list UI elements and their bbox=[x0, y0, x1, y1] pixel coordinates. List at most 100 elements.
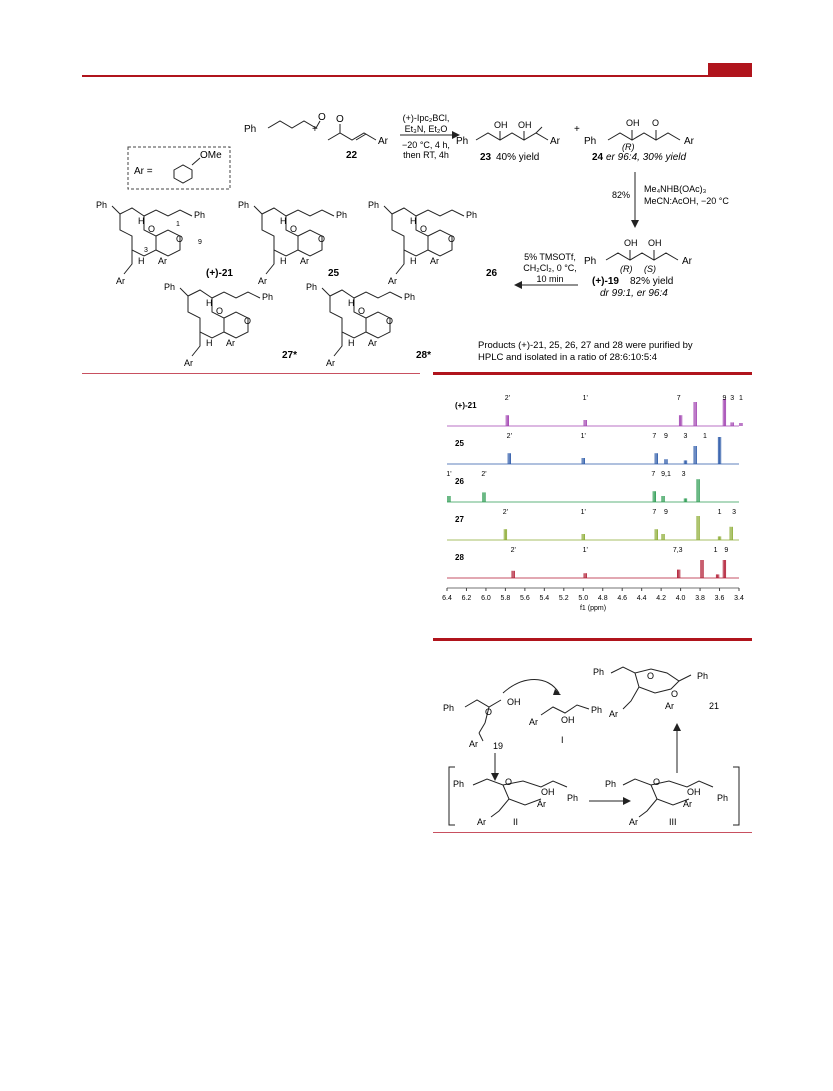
svg-text:O: O bbox=[653, 777, 660, 787]
svg-text:Ph: Ph bbox=[717, 793, 728, 803]
reagent-1-line-1: (+)-Ipc₂BCl, bbox=[403, 113, 450, 123]
svg-text:Ph: Ph bbox=[591, 705, 602, 715]
tricycle-text: H bbox=[206, 338, 213, 348]
tricycle-text: Ar bbox=[430, 256, 439, 266]
tricycle-text: O bbox=[148, 224, 155, 234]
nmr-peak-label: 2' bbox=[511, 547, 516, 554]
nmr-peak-label: 3 bbox=[682, 471, 686, 478]
tricycle-text: Ar bbox=[300, 256, 309, 266]
product-label-28: 28* bbox=[416, 350, 431, 361]
plus-1: + bbox=[312, 124, 318, 135]
tricycle-0 bbox=[111, 205, 193, 275]
nmr-tick-label: 4.0 bbox=[676, 595, 686, 602]
nmr-peak-label: 2' bbox=[507, 433, 512, 440]
svg-text:Ph: Ph bbox=[605, 779, 616, 789]
aldehyde-o: O bbox=[318, 112, 326, 123]
svg-text:Ar: Ar bbox=[629, 817, 638, 827]
enone-label: 22 bbox=[346, 150, 358, 161]
svg-text:OH: OH bbox=[626, 118, 640, 128]
svg-text:Ph: Ph bbox=[584, 256, 596, 267]
prod19-yield: 82% yield bbox=[630, 276, 673, 287]
tricycle-text: Ar bbox=[158, 256, 167, 266]
tricycle-text: Ar bbox=[226, 338, 235, 348]
tricycle-3 bbox=[179, 287, 261, 357]
tricycle-text: H bbox=[206, 298, 213, 308]
nmr-tick-label: 4.4 bbox=[637, 595, 647, 602]
tricycle-text: O bbox=[420, 224, 427, 234]
nmr-tick-label: 3.4 bbox=[734, 595, 744, 602]
reagent-2-line-2: MeCN:AcOH, −20 °C bbox=[644, 196, 729, 206]
tricycle-4 bbox=[321, 287, 403, 357]
mechanism-scheme: Ph O OH Ar 19 Ar OH Ph I Ph O O Ar Ph Ar… bbox=[443, 666, 740, 827]
nmr-tick-label: 5.4 bbox=[539, 595, 549, 602]
nmr-peak-label: 3 bbox=[684, 433, 688, 440]
nmr-tick-label: 4.6 bbox=[617, 595, 627, 602]
svg-text:OH: OH bbox=[494, 120, 508, 130]
tricycle-text: H bbox=[280, 216, 287, 226]
tricycle-text: Ar bbox=[184, 358, 193, 368]
mech-label-ii: II bbox=[513, 817, 518, 827]
nmr-tick-label: 6.4 bbox=[442, 595, 452, 602]
svg-text:O: O bbox=[671, 689, 678, 699]
svg-text:Ph: Ph bbox=[443, 703, 454, 713]
mech-label-21: 21 bbox=[709, 701, 719, 711]
svg-text:Ar: Ar bbox=[683, 799, 692, 809]
tricycle-text: H bbox=[138, 216, 145, 226]
tricycle-text: Ar bbox=[368, 338, 377, 348]
tricycle-text: H bbox=[348, 338, 355, 348]
nmr-peak-label: 2' bbox=[503, 509, 508, 516]
nmr-peak-label: 3 bbox=[730, 395, 734, 402]
tricycle-text: Ar bbox=[388, 276, 397, 286]
svg-text:O: O bbox=[652, 118, 659, 128]
num-1: 1 bbox=[176, 221, 180, 228]
svg-text:Ar: Ar bbox=[682, 256, 693, 267]
tricycle-text: O bbox=[290, 224, 297, 234]
plus-2: + bbox=[574, 124, 580, 135]
cycl-line-3: 10 min bbox=[536, 274, 563, 284]
header-rule bbox=[82, 75, 752, 77]
rule-right-bottom bbox=[433, 832, 752, 833]
svg-text:OH: OH bbox=[507, 697, 521, 707]
nmr-tick-label: 4.8 bbox=[598, 595, 608, 602]
svg-text:Ar: Ar bbox=[477, 817, 486, 827]
svg-text:Ar: Ar bbox=[537, 799, 546, 809]
cycl-line-2: CH₂Cl₂, 0 °C, bbox=[523, 263, 577, 273]
svg-text:Ar: Ar bbox=[609, 709, 618, 719]
tricycle-text: O bbox=[358, 306, 365, 316]
tricycle-text: O bbox=[244, 316, 251, 326]
svg-text:OH: OH bbox=[541, 787, 555, 797]
rule-right-top bbox=[433, 372, 752, 375]
nmr-peak-label: 9 bbox=[724, 547, 728, 554]
aldehyde-ph: Ph bbox=[244, 124, 256, 135]
tricycle-text: Ar bbox=[116, 276, 125, 286]
tricycle-text: O bbox=[176, 234, 183, 244]
nmr-peak-label: 1' bbox=[583, 395, 588, 402]
svg-text:Ar: Ar bbox=[684, 136, 695, 147]
tricycle-text: Ph bbox=[336, 210, 347, 220]
svg-text:Ph: Ph bbox=[567, 793, 578, 803]
tricycle-text: O bbox=[318, 234, 325, 244]
nmr-tick-label: 5.0 bbox=[578, 595, 588, 602]
nmr-peak-label: 9,1 bbox=[661, 471, 671, 478]
tricycle-text: H bbox=[410, 256, 417, 266]
svg-text:Ph: Ph bbox=[584, 136, 596, 147]
nmr-tick-label: 6.0 bbox=[481, 595, 491, 602]
nmr-spectrum-label: 28 bbox=[455, 553, 464, 562]
nmr-tick-label: 3.6 bbox=[715, 595, 725, 602]
note-line-2: HPLC and isolated in a ratio of 28:6:10:… bbox=[478, 352, 657, 363]
tricycle-text: Ph bbox=[164, 282, 175, 292]
tricycle-text: Ph bbox=[368, 200, 379, 210]
tricycle-2 bbox=[383, 205, 465, 275]
nmr-peak-label: 9 bbox=[664, 433, 668, 440]
nmr-tick-label: 6.2 bbox=[462, 595, 472, 602]
svg-text:OH: OH bbox=[561, 715, 575, 725]
note-line-1: Products (+)-21, 25, 26, 27 and 28 were … bbox=[478, 340, 693, 351]
svg-text:Ar: Ar bbox=[529, 717, 538, 727]
rule-left bbox=[82, 373, 420, 374]
nmr-spectrum-label: 25 bbox=[455, 439, 464, 448]
r-descriptor: (R) bbox=[622, 142, 635, 152]
product-label-26: 26 bbox=[486, 268, 498, 279]
nmr-tick-label: 5.8 bbox=[501, 595, 511, 602]
nmr-peak-label: 1' bbox=[581, 433, 586, 440]
